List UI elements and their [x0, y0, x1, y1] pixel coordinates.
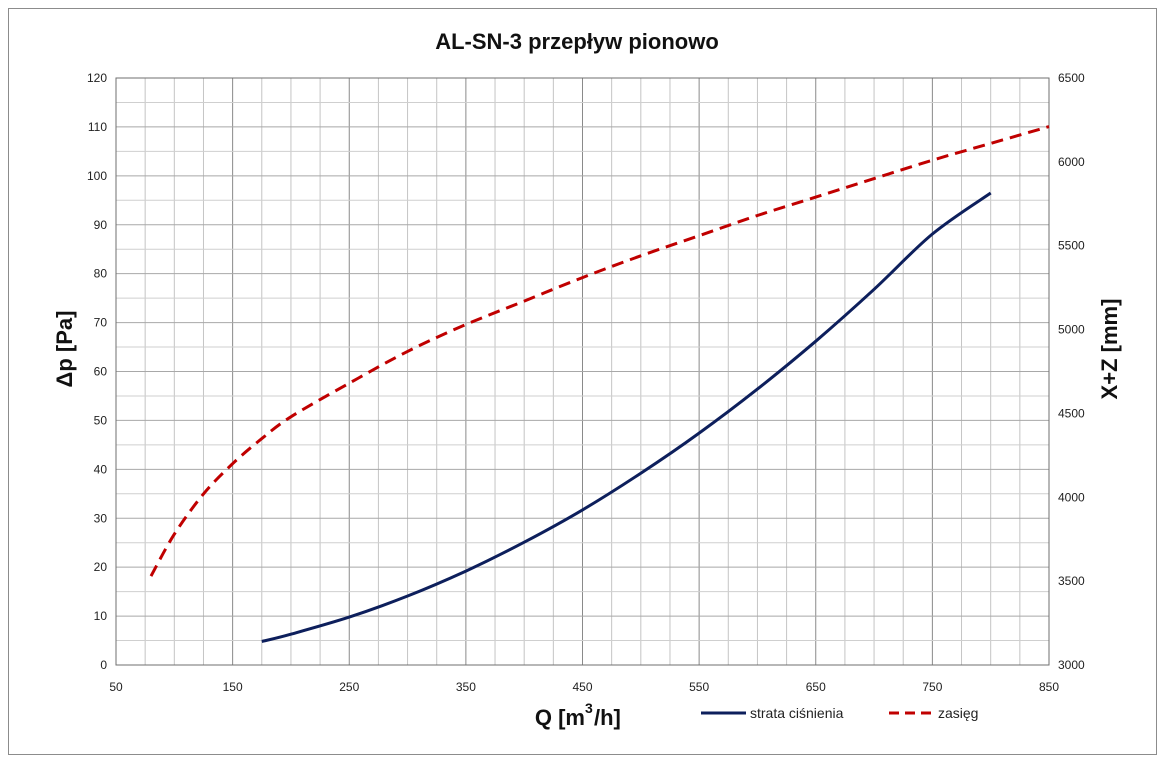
y-tick-label: 70 — [94, 316, 108, 330]
legend: strata ciśnienia zasięg — [701, 705, 978, 721]
y2-tick-label: 5500 — [1058, 239, 1085, 253]
x-tick-label: 50 — [109, 680, 123, 694]
x-tick-label: 850 — [1039, 680, 1059, 694]
chart-frame: 50 150 250 350 450 550 650 750 850 0 10 20 30 40 50 60 7… — [8, 8, 1157, 755]
y-tick-label: 20 — [94, 560, 108, 574]
y-tick-label: 30 — [94, 511, 108, 525]
y-tick-label: 50 — [94, 413, 108, 427]
x-tick-label: 650 — [806, 680, 826, 694]
x-tick-label: 750 — [922, 680, 942, 694]
x-axis-label-sup: 3 — [585, 700, 593, 716]
y-tick-label: 110 — [88, 120, 107, 134]
y-tick-label: 80 — [94, 267, 108, 281]
x-tick-label: 450 — [572, 680, 592, 694]
plot-area-border — [115, 77, 1050, 666]
y2-tick-label: 3500 — [1058, 574, 1085, 588]
y-tick-label: 10 — [94, 609, 108, 623]
y2-tick-label: 3000 — [1058, 658, 1085, 672]
legend-label-zasieg: zasięg — [938, 705, 978, 721]
chart-title: AL-SN-3 przepływ pionowo — [435, 29, 719, 54]
y-tick-label: 100 — [87, 169, 107, 183]
y-axis-label: Δp [Pa] — [52, 311, 77, 388]
x-axis-label-pre: Q [m — [535, 705, 585, 730]
y2-tick-label: 4500 — [1058, 406, 1085, 420]
x-axis-label-post: /h] — [594, 705, 621, 730]
y2-axis-label: X+Z [mm] — [1097, 299, 1122, 400]
legend-label-strata: strata ciśnienia — [750, 705, 844, 721]
x-tick-label: 350 — [456, 680, 476, 694]
x-tick-label: 550 — [689, 680, 709, 694]
series-group — [149, 125, 1050, 643]
x-tick-label: 150 — [223, 680, 243, 694]
chart-svg: 50 150 250 350 450 550 650 750 850 0 10 20 30 40 50 60 7… — [52, 29, 1122, 730]
y-tick-label: 0 — [100, 658, 107, 672]
series-line-zasieg — [149, 125, 1050, 577]
x-tick-label: 250 — [339, 680, 359, 694]
y-tick-label: 40 — [94, 462, 108, 476]
y2-tick-label: 5000 — [1058, 323, 1085, 337]
y-tick-label: 60 — [94, 365, 108, 379]
grid — [115, 77, 1050, 666]
y-tick-label: 120 — [87, 71, 107, 85]
tick-labels: 50 150 250 350 450 550 650 750 850 0 10 20 30 40 50 60 7… — [87, 71, 1085, 694]
series-line-strata-cisnienia — [261, 191, 992, 643]
y2-tick-label: 6000 — [1058, 155, 1085, 169]
y2-tick-label: 6500 — [1058, 71, 1085, 85]
y-tick-label: 90 — [94, 218, 108, 232]
y2-tick-label: 4000 — [1058, 490, 1085, 504]
